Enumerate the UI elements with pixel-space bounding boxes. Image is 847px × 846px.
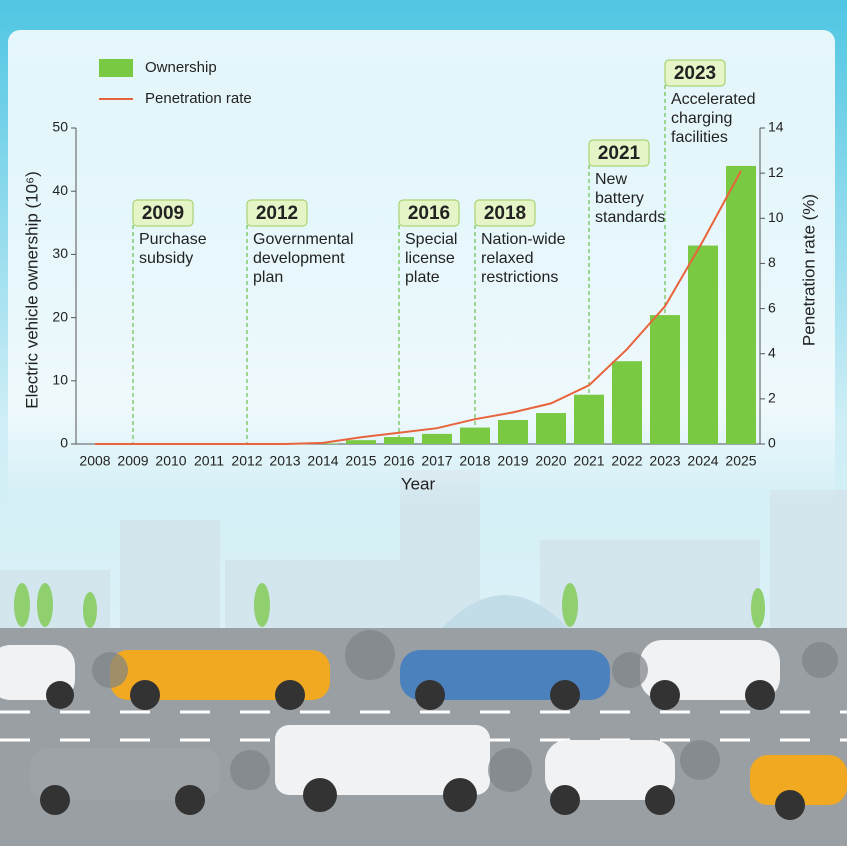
- legend-label: Penetration rate: [145, 90, 252, 107]
- y-tick-label: 20: [52, 308, 68, 324]
- x-tick-label: 2023: [649, 453, 680, 469]
- bar: [688, 245, 718, 444]
- annotation-text: Accelerated: [671, 91, 756, 108]
- annotation-badge: [588, 139, 650, 167]
- bar: [650, 315, 680, 444]
- annotation-year: 2016: [408, 203, 450, 224]
- annotation-text: license: [405, 250, 455, 267]
- x-tick-label: 2024: [687, 453, 718, 469]
- annotation-badge: [398, 199, 460, 227]
- annotation-text: Nation-wide: [481, 231, 566, 248]
- y2-tick-label: 14: [768, 119, 784, 135]
- annotation-year: 2021: [598, 143, 641, 164]
- annotation-text: development: [253, 250, 345, 267]
- trees: [14, 583, 765, 628]
- y-tick-label: 0: [60, 435, 68, 451]
- bar: [612, 361, 642, 444]
- y-tick-label: 10: [52, 372, 68, 388]
- x-axis-title: Year: [401, 474, 436, 493]
- annotation-text: New: [595, 171, 627, 188]
- annotation-text: subsidy: [139, 250, 193, 267]
- annotation-badge: [664, 59, 726, 87]
- y2-tick-label: 4: [768, 344, 776, 360]
- legend-swatch: [99, 59, 133, 77]
- annotation-year: 2023: [674, 63, 716, 84]
- chart: Year Electric vehicle ownership (10⁶) Pe…: [22, 59, 818, 494]
- x-tick-label: 2025: [725, 453, 756, 469]
- y2-tick-label: 0: [768, 435, 776, 451]
- y2-tick-label: 6: [768, 299, 776, 315]
- annotation-text: plate: [405, 269, 440, 286]
- annotation-year: 2009: [142, 203, 184, 224]
- legend-label: Ownership: [145, 59, 217, 76]
- x-tick-label: 2015: [345, 453, 376, 469]
- x-tick-label: 2019: [497, 453, 528, 469]
- x-tick-label: 2014: [307, 453, 338, 469]
- annotation-badge: [246, 199, 308, 227]
- y2-tick-label: 10: [768, 209, 784, 225]
- bar: [422, 433, 452, 444]
- y-axis-title: Electric vehicle ownership (10⁶): [22, 171, 41, 409]
- x-tick-label: 2013: [269, 453, 300, 469]
- annotation-text: plan: [253, 269, 283, 286]
- x-tick-label: 2020: [535, 453, 566, 469]
- bar: [384, 437, 414, 444]
- annotation-badge: [474, 199, 536, 227]
- y-tick-label: 50: [52, 119, 68, 135]
- x-tick-label: 2018: [459, 453, 490, 469]
- annotation-text: Governmental: [253, 231, 354, 248]
- annotation-text: restrictions: [481, 269, 558, 286]
- annotation-text: charging: [671, 110, 732, 127]
- y-tick-label: 40: [52, 182, 68, 198]
- x-tick-label: 2009: [117, 453, 148, 469]
- y2-axis-title: Penetration rate (%): [799, 194, 818, 346]
- annotation-year: 2012: [256, 203, 298, 224]
- y2-tick-label: 8: [768, 254, 776, 270]
- bar: [574, 394, 604, 444]
- annotation-year: 2018: [484, 203, 526, 224]
- y-tick-label: 30: [52, 245, 68, 261]
- annotation-text: relaxed: [481, 250, 533, 267]
- x-tick-label: 2017: [421, 453, 452, 469]
- x-tick-label: 2011: [194, 453, 224, 469]
- x-tick-label: 2010: [155, 453, 186, 469]
- annotation-badge: [132, 199, 194, 227]
- x-tick-label: 2012: [231, 453, 262, 469]
- line: [95, 170, 742, 445]
- x-tick-label: 2022: [611, 453, 642, 469]
- bar: [498, 419, 528, 444]
- x-tick-label: 2008: [79, 453, 110, 469]
- bar: [346, 440, 376, 444]
- annotation-text: Purchase: [139, 231, 207, 248]
- annotation-text: Special: [405, 231, 457, 248]
- annotation-text: battery: [595, 190, 644, 207]
- x-tick-label: 2021: [573, 453, 604, 469]
- cars: [0, 630, 847, 820]
- y2-tick-label: 2: [768, 390, 776, 406]
- bar: [536, 413, 566, 444]
- annotation-text: standards: [595, 209, 665, 226]
- bar: [726, 165, 756, 445]
- annotation-text: facilities: [671, 129, 728, 146]
- y2-tick-label: 12: [768, 164, 784, 180]
- x-tick-label: 2016: [383, 453, 414, 469]
- bar: [460, 427, 490, 444]
